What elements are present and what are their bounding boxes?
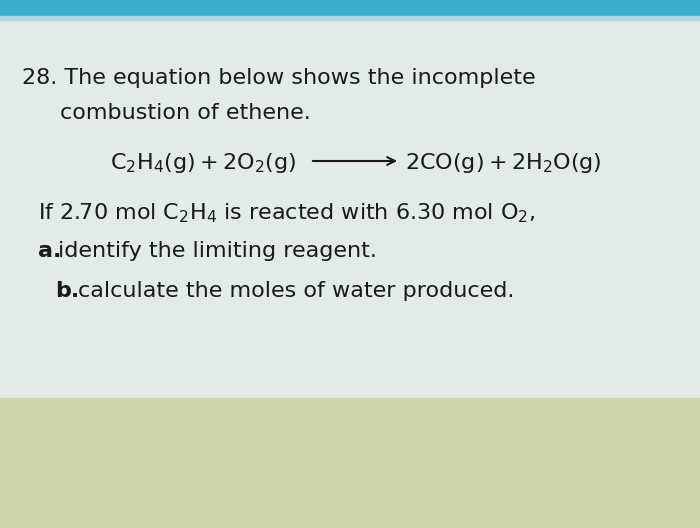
Bar xyxy=(0,16,700,20)
Text: If 2.70 mol $\mathregular{C_2H_4}$ is reacted with 6.30 mol $\mathregular{O_2}$,: If 2.70 mol $\mathregular{C_2H_4}$ is re… xyxy=(38,201,536,224)
Text: identify the limiting reagent.: identify the limiting reagent. xyxy=(58,241,377,261)
Text: combustion of ethene.: combustion of ethene. xyxy=(60,103,311,123)
Bar xyxy=(0,398,700,528)
Bar xyxy=(0,18,700,408)
Text: a.: a. xyxy=(38,241,62,261)
Text: $\mathregular{C_2H_4(g) + 2O_2(g)}$: $\mathregular{C_2H_4(g) + 2O_2(g)}$ xyxy=(110,151,296,175)
Text: $\mathregular{2CO(g) + 2H_2O(g)}$: $\mathregular{2CO(g) + 2H_2O(g)}$ xyxy=(405,151,602,175)
Bar xyxy=(0,0,700,16)
Text: 28. The equation below shows the incomplete: 28. The equation below shows the incompl… xyxy=(22,68,536,88)
Text: b.: b. xyxy=(55,281,79,301)
Text: calculate the moles of water produced.: calculate the moles of water produced. xyxy=(78,281,514,301)
